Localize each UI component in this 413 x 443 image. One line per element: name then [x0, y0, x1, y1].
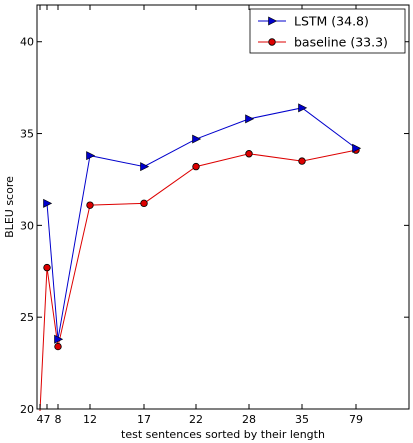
series-line [39, 149, 357, 412]
x-tick-label: 22 [189, 413, 203, 426]
data-point [43, 263, 51, 272]
data-point [54, 334, 64, 344]
x-axis: 4 7 8 12 17 22 28 35 79 [37, 5, 363, 426]
series [39, 146, 360, 412]
y-tick-label: 20 [20, 403, 34, 416]
y-tick-label: 30 [20, 219, 34, 232]
y-axis: 20 25 30 35 40 [20, 36, 409, 416]
data-point [54, 342, 62, 351]
series-layer [39, 103, 362, 412]
x-tick-label: 28 [242, 413, 256, 426]
legend-label: baseline (33.3) [294, 35, 388, 50]
data-point [86, 201, 94, 209]
data-point [352, 143, 362, 153]
data-point [86, 151, 96, 161]
data-point [245, 114, 255, 124]
y-tick-label: 25 [20, 311, 34, 324]
series [43, 103, 362, 344]
legend-label: LSTM (34.8) [294, 14, 369, 29]
series-line [46, 107, 357, 340]
y-tick-label: 40 [20, 36, 34, 49]
legend-entry: baseline (33.3) [258, 35, 388, 50]
data-point [192, 162, 200, 171]
data-point [298, 157, 306, 165]
data-point [192, 134, 202, 144]
data-point [140, 199, 148, 208]
x-tick-label: 12 [83, 413, 97, 426]
legend-entry: LSTM (34.8) [258, 14, 369, 29]
y-tick-label: 35 [20, 128, 34, 141]
x-tick-label: 8 [55, 413, 62, 426]
x-tick-label: 35 [295, 413, 309, 426]
data-point [140, 162, 150, 172]
data-point [268, 16, 278, 26]
x-tick-label: 79 [349, 413, 363, 426]
x-tick-label: 7 [44, 413, 51, 426]
legend-box [249, 8, 406, 54]
plot-frame [36, 4, 410, 410]
y-axis-label: BLEU score [3, 176, 16, 238]
legend: LSTM (34.8) baseline (33.3) [249, 8, 406, 54]
x-tick-label: 4 [37, 413, 44, 426]
x-tick-label: 17 [137, 413, 151, 426]
data-point [43, 198, 53, 208]
data-point [298, 103, 308, 113]
data-point [245, 150, 253, 158]
x-axis-label: test sentences sorted by their length [121, 428, 325, 441]
data-point [268, 38, 276, 46]
